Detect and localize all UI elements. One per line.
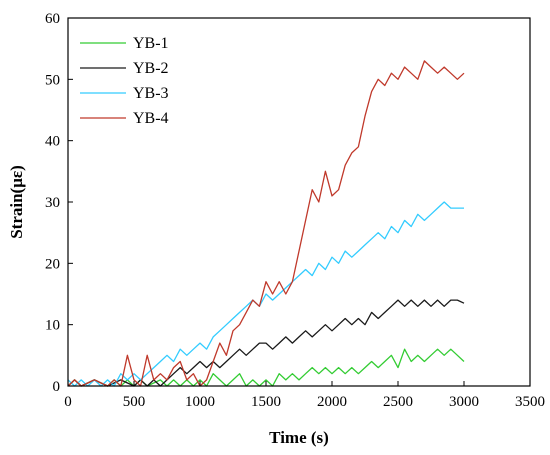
x-tick-label: 1000 [185,394,215,410]
x-axis-title: Time (s) [269,428,329,447]
y-tick-label: 60 [45,11,60,27]
series-line-yb-3 [67,201,464,387]
y-tick-label: 20 [45,256,60,272]
x-tick-label: 0 [64,394,72,410]
x-tick-label: 3500 [515,394,545,410]
series-line-yb-2 [67,299,465,387]
y-axis-title: Strain(με) [7,165,26,239]
y-tick-label: 40 [45,134,60,150]
y-axis-ticks: 0 10 20 30 40 50 60 [45,11,73,395]
x-tick-label: 2000 [317,394,347,410]
x-tick-label: 1500 [251,394,281,410]
legend-label-yb-2: YB-2 [133,60,169,77]
y-tick-label: 10 [45,318,60,334]
y-tick-label: 30 [45,195,60,211]
y-tick-label: 50 [45,72,60,88]
series-line-yb-4 [67,60,465,387]
legend-label-yb-4: YB-4 [133,110,169,127]
legend: YB-1 YB-2 YB-3 YB-4 [80,35,169,127]
x-tick-label: 500 [123,394,146,410]
legend-label-yb-1: YB-1 [133,35,169,52]
y-tick-label: 0 [53,379,61,395]
x-tick-label: 3000 [449,394,479,410]
x-axis-ticks: 0 500 1000 1500 2000 2500 3000 3500 [64,381,545,410]
plot-lines [67,60,465,387]
x-tick-label: 2500 [383,394,413,410]
legend-label-yb-3: YB-3 [133,85,169,102]
